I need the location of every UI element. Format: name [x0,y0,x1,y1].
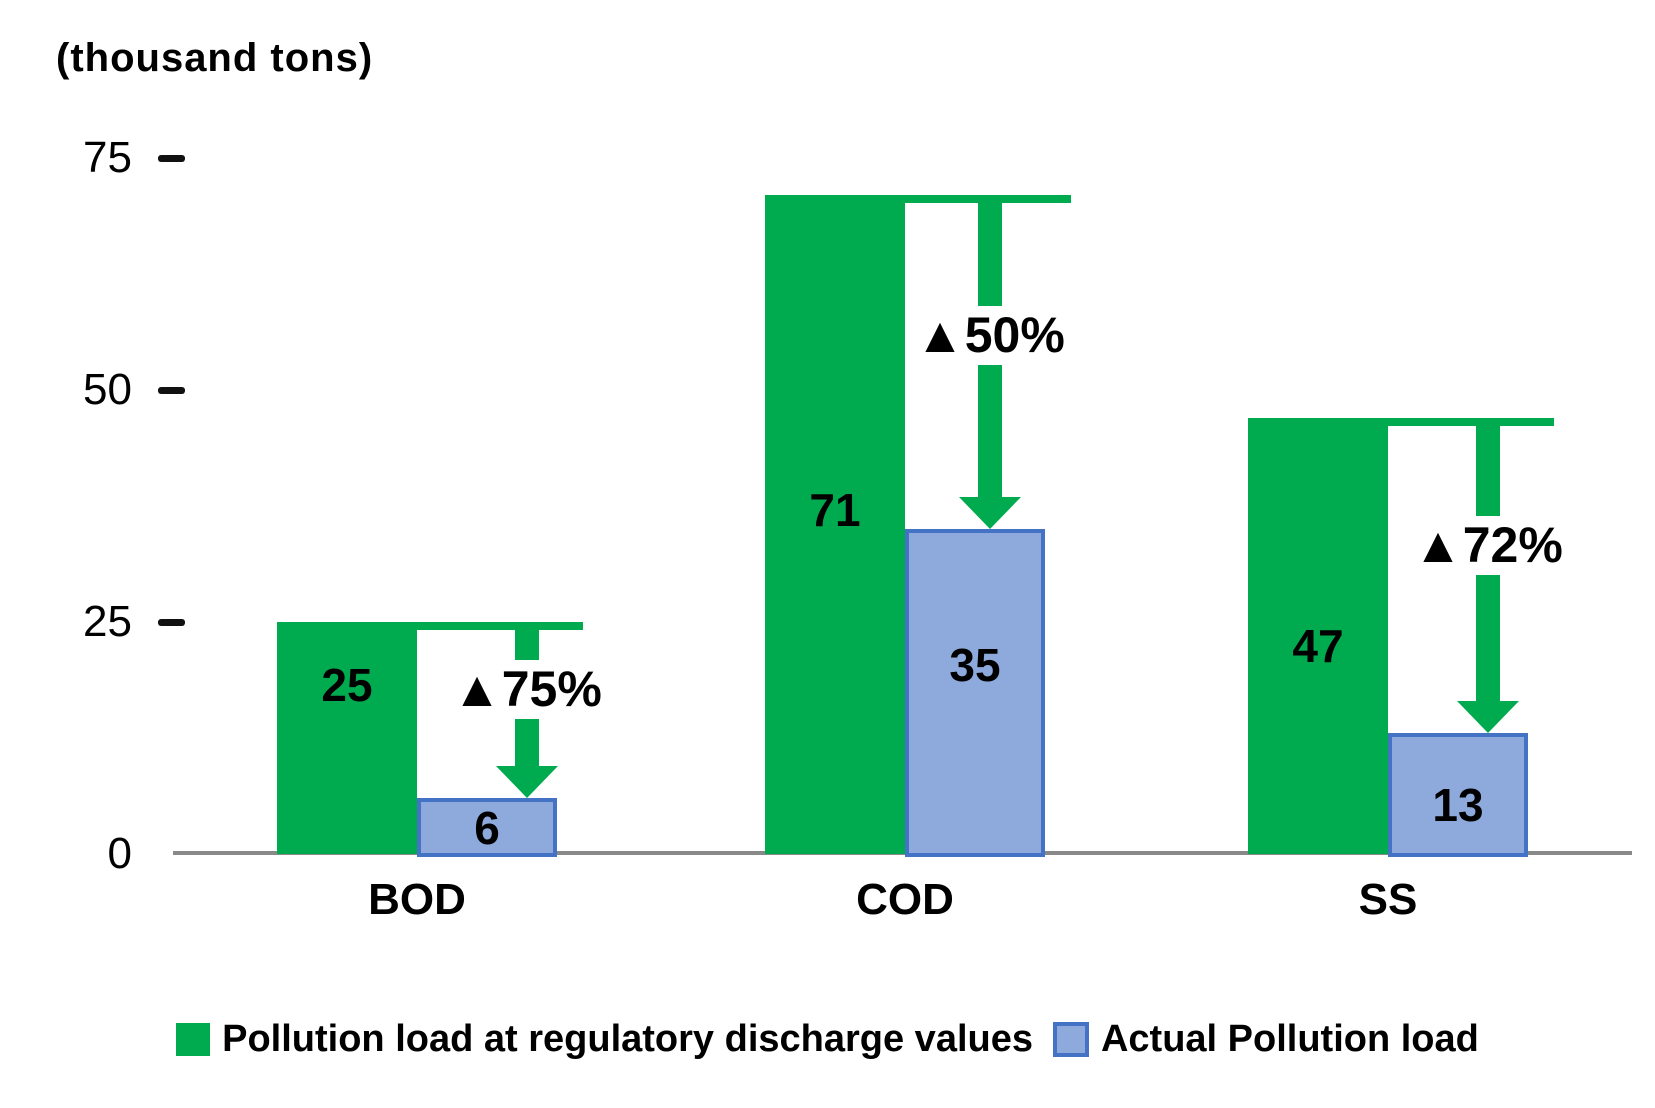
arrow-top-line-SS [1388,417,1554,426]
y-tick-label: 0 [107,829,132,878]
bar-actual-COD [905,529,1045,857]
legend-item-actual: Actual Pollution load [1052,1018,1479,1061]
y-tick-mark [158,155,185,162]
y-tick-label: 25 [83,597,132,646]
bar-value-actual-SS: 13 [1432,779,1484,831]
legend-swatch-regulatory [176,1023,211,1056]
bar-actual-BOD [417,798,557,857]
arrow-top-line-BOD [417,622,583,630]
x-axis-label-COD: COD [856,875,954,924]
bar-value-regulatory-SS: 47 [1292,620,1344,672]
y-tick-label: 50 [83,365,132,414]
legend-label-regulatory: Pollution load at regulatory discharge v… [222,1018,1033,1060]
y-tick-mark [158,387,185,394]
arrow-head-BOD [496,766,558,799]
reduction-annotation-BOD: ▲75% [444,660,610,719]
reduction-annotation-SS: ▲72% [1405,516,1571,575]
bar-actual-SS [1388,733,1528,857]
y-tick-mark [158,619,185,626]
legend-label-actual: Actual Pollution load [1100,1018,1479,1060]
y-axis-unit-label: (thousand tons) [56,36,374,80]
arrow-head-COD [959,497,1021,530]
reduction-annotation-COD: ▲50% [907,306,1073,365]
bar-value-actual-COD: 35 [949,639,1001,691]
legend-swatch-actual [1052,1022,1089,1057]
legend: Pollution load at regulatory discharge v… [0,1018,1655,1061]
x-axis-label-SS: SS [1358,875,1418,924]
arrow-head-SS [1457,701,1519,734]
legend-item-regulatory: Pollution load at regulatory discharge v… [176,1018,1033,1061]
bar-value-regulatory-BOD: 25 [321,659,373,711]
bar-regulatory-BOD [277,622,417,854]
bar-regulatory-COD [765,195,905,854]
bar-value-actual-BOD: 6 [474,802,500,854]
y-tick-label: 75 [83,133,132,182]
bar-regulatory-SS [1248,417,1388,854]
x-axis-label-BOD: BOD [368,875,466,924]
bar-value-regulatory-COD: 71 [809,484,861,536]
